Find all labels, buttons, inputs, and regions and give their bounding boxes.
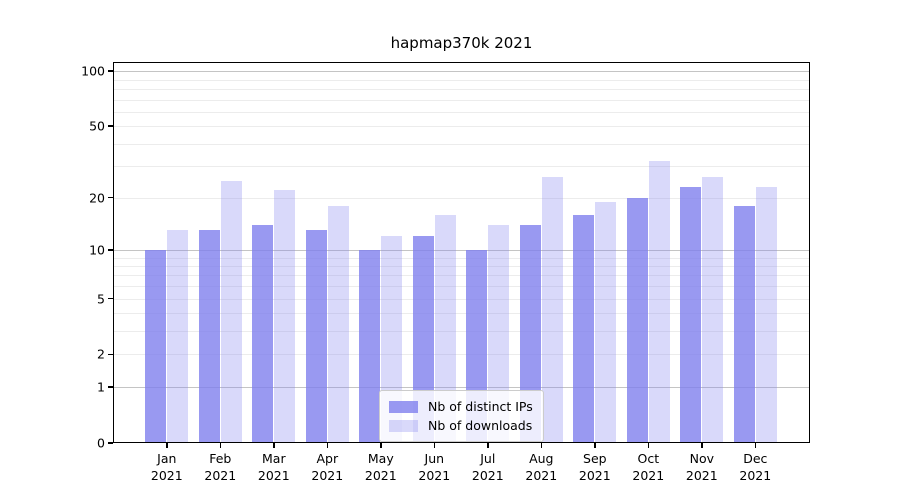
gridline-minor — [113, 286, 810, 288]
legend: Nb of distinct IPs Nb of downloads — [379, 390, 544, 442]
y-tick-mark — [108, 196, 113, 199]
legend-label: Nb of downloads — [428, 418, 533, 433]
x-tick-mark — [380, 443, 382, 448]
x-tick-label: Jul 2021 — [471, 451, 504, 483]
y-tick-label: 100 — [81, 63, 105, 79]
legend-swatch-downloads — [389, 419, 418, 432]
x-tick-mark — [754, 443, 757, 448]
gridline-minor — [113, 88, 810, 90]
bar-downloads — [434, 214, 456, 443]
bar-downloads — [648, 161, 670, 443]
y-tick-label: 5 — [97, 291, 105, 307]
legend-item: Nb of downloads — [389, 417, 533, 434]
x-tick-mark — [433, 443, 436, 448]
gridline-major — [113, 387, 810, 389]
bar-distinct-ips — [680, 186, 702, 443]
gridline-minor — [113, 99, 810, 101]
bar-distinct-ips — [252, 224, 274, 443]
gridline-major — [113, 249, 810, 251]
gridline-minor — [113, 298, 810, 300]
gridline-minor — [113, 166, 810, 168]
x-tick-mark — [166, 443, 168, 448]
x-tick-label: Aug 2021 — [525, 451, 558, 483]
bar-distinct-ips — [198, 230, 220, 443]
gridline-minor — [113, 126, 810, 128]
x-tick-mark — [594, 443, 596, 448]
x-tick-mark — [273, 443, 275, 448]
y-tick-mark — [108, 125, 113, 127]
x-tick-label: Jan 2021 — [150, 451, 183, 483]
y-tick-mark — [108, 353, 113, 356]
bar-distinct-ips — [733, 205, 755, 443]
x-tick-label: May 2021 — [364, 451, 397, 483]
bar-downloads — [541, 177, 563, 443]
y-tick-label: 2 — [97, 346, 105, 362]
chart-title: hapmap370k 2021 — [390, 34, 533, 52]
bar-distinct-ips — [519, 224, 541, 443]
bar-distinct-ips — [573, 214, 595, 443]
gridline-major — [113, 71, 810, 73]
gridline-minor — [113, 143, 810, 145]
y-tick-mark — [108, 297, 113, 300]
x-tick-mark — [540, 443, 543, 448]
bar-distinct-ips — [626, 197, 648, 443]
gridline-minor — [113, 111, 810, 113]
x-tick-label: Sep 2021 — [578, 451, 611, 483]
y-tick-label: 50 — [89, 118, 105, 134]
bar-downloads — [595, 201, 617, 443]
x-tick-label: Apr 2021 — [311, 451, 344, 483]
bar-distinct-ips — [145, 249, 167, 443]
y-tick-mark — [108, 386, 113, 388]
y-tick-label: 10 — [89, 242, 105, 258]
bar-downloads — [755, 186, 777, 443]
legend-item: Nb of distinct IPs — [389, 398, 533, 415]
x-tick-mark — [326, 443, 329, 448]
bar-downloads — [167, 230, 189, 443]
x-tick-mark — [701, 443, 703, 448]
y-tick-mark — [108, 249, 113, 251]
gridline-minor — [113, 331, 810, 333]
gridline-minor — [113, 275, 810, 277]
bar-downloads — [274, 190, 296, 443]
y-tick-label: 20 — [89, 190, 105, 206]
x-tick-label: Nov 2021 — [685, 451, 718, 483]
y-tick-mark — [108, 442, 113, 444]
legend-label: Nb of distinct IPs — [428, 399, 533, 414]
x-tick-mark — [219, 443, 222, 448]
gridline-minor — [113, 79, 810, 81]
bar-downloads — [488, 224, 510, 443]
x-tick-mark — [647, 443, 650, 448]
x-tick-label: Dec 2021 — [739, 451, 772, 483]
x-tick-label: Mar 2021 — [257, 451, 290, 483]
gridline-minor — [113, 354, 810, 356]
y-tick-mark — [108, 70, 113, 72]
x-tick-mark — [487, 443, 489, 448]
bar-distinct-ips — [305, 230, 327, 443]
bar-downloads — [220, 180, 242, 443]
y-tick-label: 1 — [97, 379, 105, 395]
bar-distinct-ips — [359, 249, 381, 443]
gridline-minor — [113, 197, 810, 199]
x-tick-label: Jun 2021 — [418, 451, 451, 483]
gridline-minor — [113, 265, 810, 267]
x-tick-label: Feb 2021 — [204, 451, 237, 483]
x-tick-label: Oct 2021 — [632, 451, 665, 483]
gridline-minor — [113, 257, 810, 259]
bar-downloads — [327, 205, 349, 443]
gridline-minor — [113, 313, 810, 315]
y-tick-label: 0 — [97, 435, 105, 451]
bar-downloads — [702, 177, 724, 443]
legend-swatch-distinct-ips — [389, 400, 418, 413]
